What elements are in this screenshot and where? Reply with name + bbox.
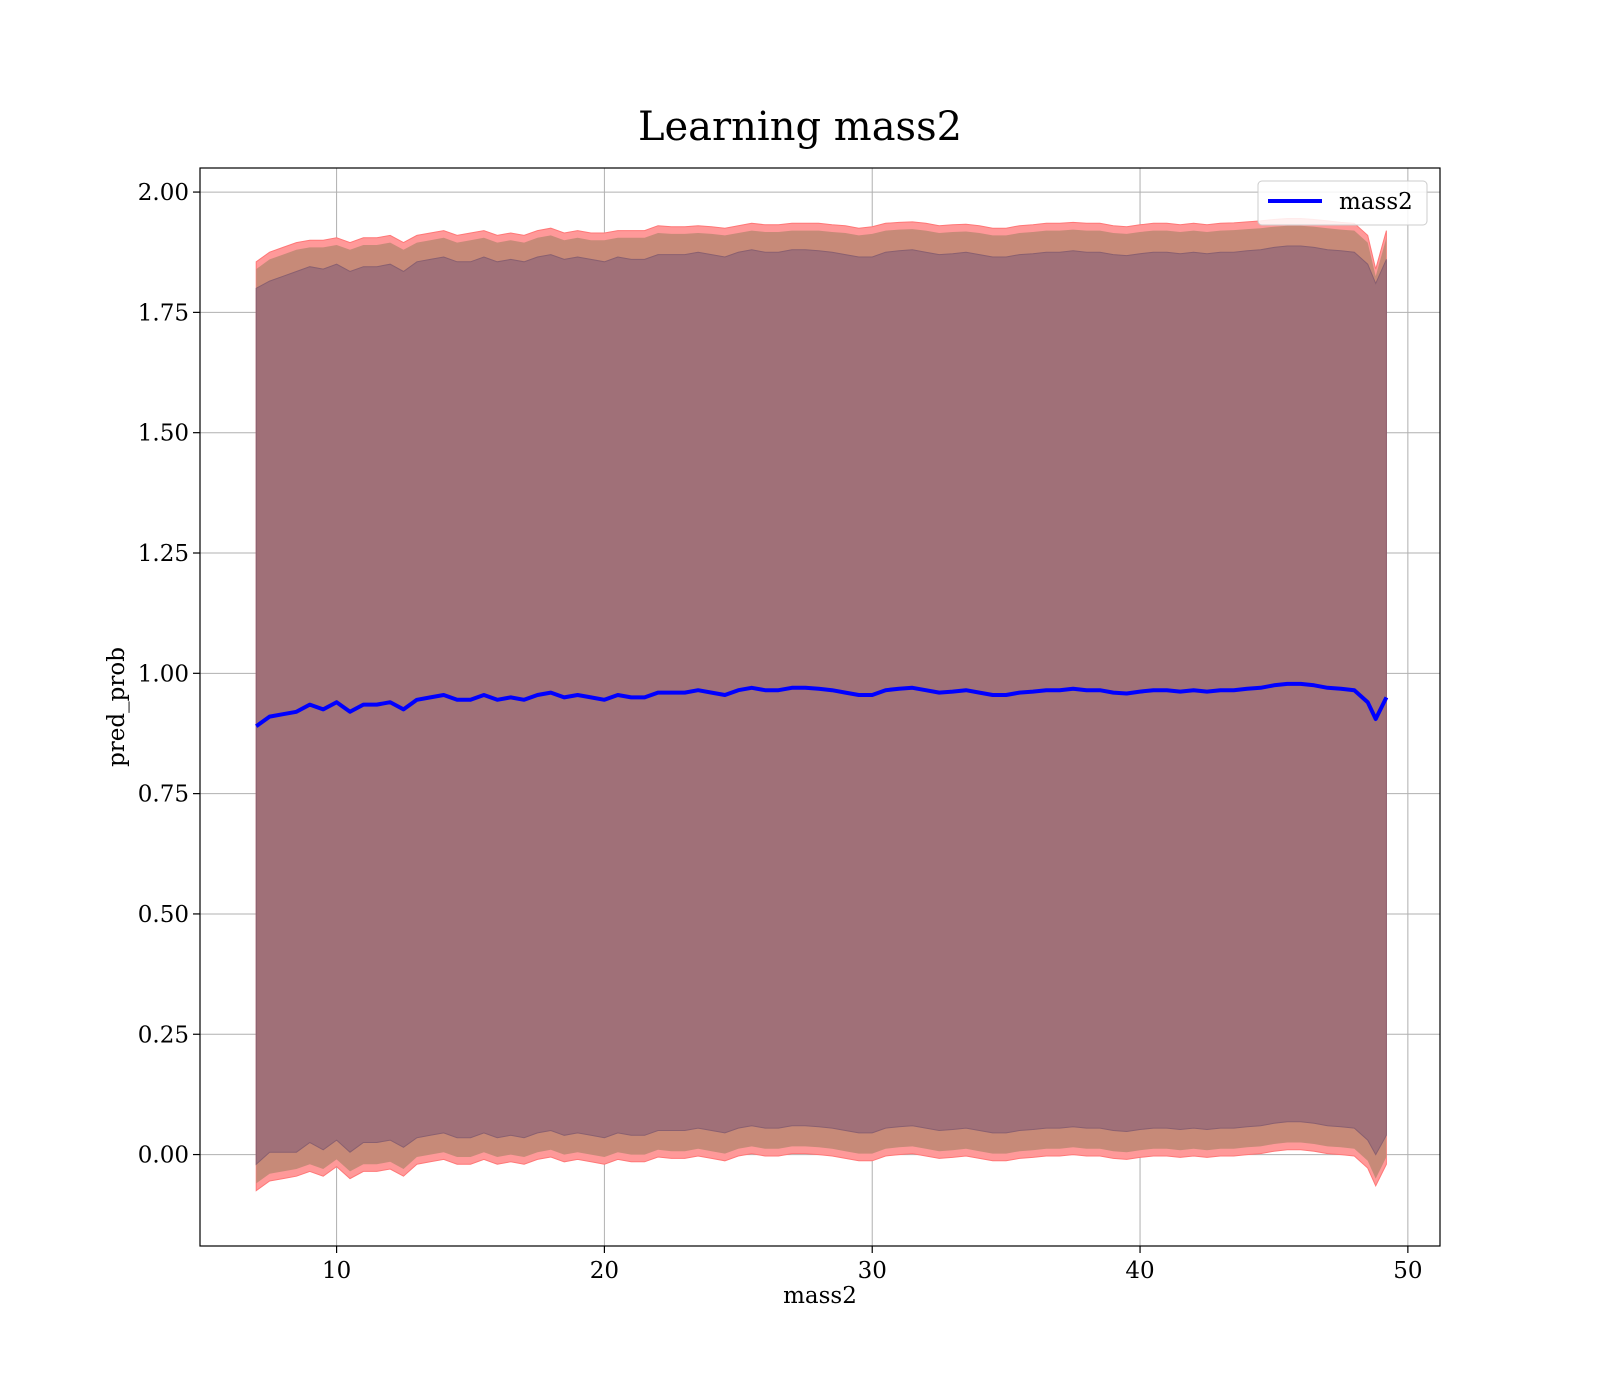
y-tick-label: 1.00 (138, 661, 189, 687)
y-tick-label: 0.25 (138, 1022, 189, 1048)
inner-confidence-band (255, 245, 1387, 1166)
chart-title: Learning mass2 (638, 104, 962, 150)
y-tick-label: 2.00 (138, 180, 189, 206)
x-tick-label: 30 (858, 1258, 887, 1284)
x-tick-label: 10 (322, 1258, 351, 1284)
plot-frame (199, 167, 1441, 1247)
x-tick-label: 20 (590, 1258, 619, 1284)
y-tick-label: 0.00 (138, 1143, 189, 1169)
x-tick-label: 50 (1393, 1258, 1422, 1284)
y-tick-label: 1.25 (138, 541, 189, 567)
x-axis-label: mass2 (783, 1283, 857, 1309)
legend-label: mass2 (1339, 189, 1413, 215)
y-tick-label: 1.50 (138, 421, 189, 447)
series-lines (255, 681, 1389, 728)
y-tick-label: 1.75 (138, 300, 189, 326)
legend-box (1257, 180, 1428, 226)
y-tick-label: 0.50 (138, 902, 189, 928)
legend: mass2 (1257, 180, 1428, 226)
y-axis-ticks: 0.00 0.25 0.50 0.75 1.00 1.25 1.50 1.75 2.00 (138, 180, 200, 1169)
y-tick-label: 0.75 (138, 782, 189, 808)
series-line-mass2 (255, 681, 1389, 728)
confidence-bands (255, 218, 1387, 1192)
x-tick-label: 40 (1125, 1258, 1154, 1284)
x-axis-ticks: 10 20 30 40 50 (322, 1246, 1423, 1284)
y-axis-label: pred_prob (104, 647, 130, 767)
